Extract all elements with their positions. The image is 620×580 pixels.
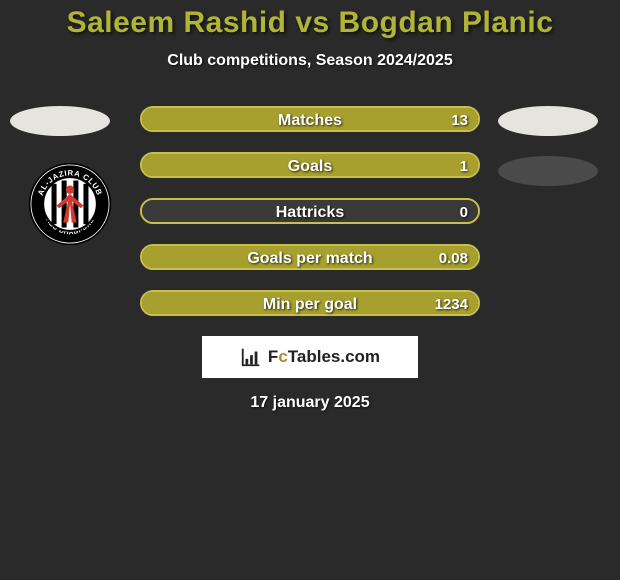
stat-value-right: 1234 [435,292,468,318]
stat-row: Hattricks0 [140,198,480,224]
page-root: Saleem Rashid vs Bogdan Planic Club comp… [0,0,620,580]
stat-fill-right [142,292,478,314]
stat-fill-right [310,200,478,222]
stat-fill-right [142,246,478,268]
stat-row: Min per goal1234 [140,290,480,316]
stat-value-right: 0.08 [439,246,468,272]
brand-prefix: F [268,347,278,366]
brand-suffix: Tables.com [288,347,380,366]
player-right-oval [498,106,598,136]
player-right-oval-2 [498,156,598,186]
club-badge-left: AL-JAZIRA CLUB ABU DHABI-UAE [28,162,112,246]
club-badge-icon: AL-JAZIRA CLUB ABU DHABI-UAE [28,162,112,246]
stat-fill-right [142,108,478,130]
stat-fill-left [142,200,310,222]
page-date: 17 january 2025 [0,394,620,412]
stat-row: Goals per match0.08 [140,244,480,270]
stat-value-right: 1 [460,154,468,180]
stat-value-right: 0 [460,200,468,226]
stats-area: AL-JAZIRA CLUB ABU DHABI-UAE [0,106,620,316]
brand-text: FcTables.com [268,347,380,367]
player-left-oval [10,106,110,136]
stat-row: Goals1 [140,152,480,178]
page-subtitle: Club competitions, Season 2024/2025 [0,52,620,70]
brand-accent: c [278,347,287,366]
page-title: Saleem Rashid vs Bogdan Planic [0,0,620,40]
stat-fill-right [142,154,478,176]
brand-logo: FcTables.com [202,336,418,378]
stat-row: Matches13 [140,106,480,132]
stat-value-right: 13 [451,108,468,134]
bar-chart-icon [240,346,262,368]
